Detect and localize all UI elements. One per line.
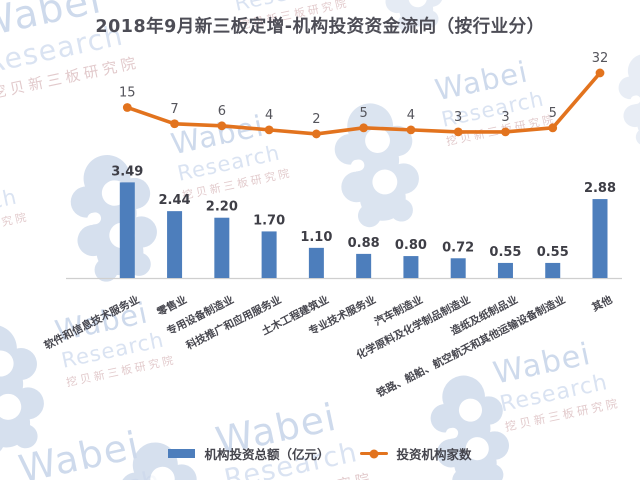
line-point	[264, 125, 274, 135]
legend-line-label: 投资机构家数	[396, 447, 472, 462]
line-point	[595, 68, 605, 78]
line-swatch-dot-icon	[369, 449, 378, 458]
bar-swatch-icon	[168, 449, 196, 458]
bar-value-label: 3.49	[111, 164, 143, 179]
line-point	[406, 125, 416, 135]
bar-value-label: 0.55	[489, 245, 521, 260]
legend-item-line: 投资机构家数	[359, 444, 472, 463]
bar-value-label: 2.20	[206, 200, 238, 215]
bar	[403, 256, 419, 278]
bar	[497, 262, 513, 278]
legend-item-bar: 机构投资总额（亿元）	[168, 444, 330, 463]
line-point	[217, 121, 227, 131]
line-value-label: 15	[119, 86, 136, 101]
line-value-label: 4	[407, 108, 415, 123]
bar-value-label: 1.70	[253, 213, 285, 228]
legend-bar-label: 机构投资总额（亿元）	[204, 447, 330, 462]
bar	[356, 253, 372, 278]
bar-value-label: 0.88	[348, 236, 380, 251]
line-value-label: 7	[170, 102, 178, 117]
line-point	[311, 129, 321, 139]
legend: 机构投资总额（亿元） 投资机构家数	[0, 444, 640, 463]
bar-value-label: 0.80	[395, 238, 427, 253]
line-point	[170, 119, 179, 129]
line-value-label: 32	[592, 51, 609, 66]
line-point	[548, 123, 558, 133]
line-value-label: 3	[501, 110, 509, 125]
bar-value-label: 2.44	[159, 193, 191, 208]
line-value-label: 5	[360, 106, 368, 121]
line-point	[122, 103, 132, 112]
line-value-label: 4	[265, 108, 273, 123]
bar	[119, 182, 135, 278]
line-value-label: 3	[454, 110, 462, 125]
bar-value-label: 2.88	[584, 181, 616, 196]
bar-value-label: 0.55	[537, 245, 569, 260]
bar	[261, 231, 277, 278]
line-swatch-icon	[359, 449, 388, 458]
bar-value-label: 1.10	[300, 230, 332, 245]
line-value-label: 5	[549, 106, 557, 121]
line-value-label: 6	[218, 104, 226, 119]
line-point	[359, 123, 369, 133]
bar-value-label: 0.72	[442, 240, 474, 255]
bar	[308, 247, 324, 278]
line-point	[453, 127, 463, 137]
bar	[450, 258, 466, 278]
bar	[167, 211, 183, 278]
bar	[214, 217, 230, 278]
line-value-label: 2	[312, 112, 320, 127]
bar	[592, 199, 608, 278]
line-point	[501, 127, 510, 137]
bar	[545, 262, 561, 278]
